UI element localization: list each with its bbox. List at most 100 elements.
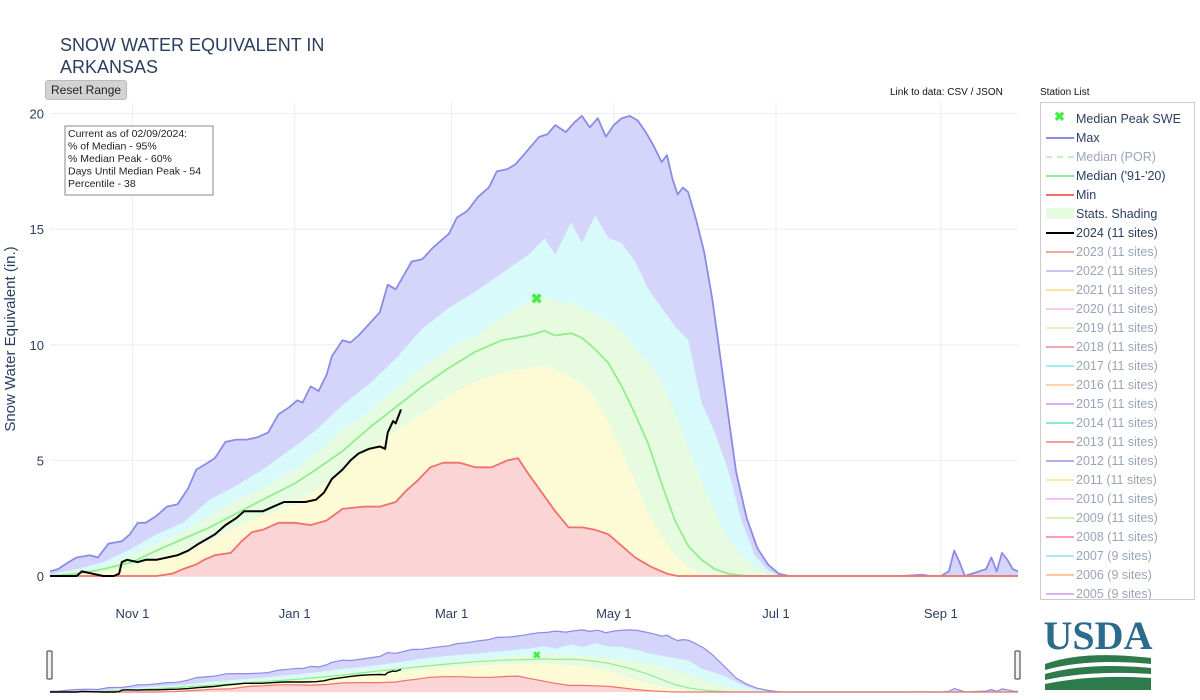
legend-label: Min [1076,187,1097,202]
legend-label: 2021 (11 sites) [1076,282,1158,297]
legend-swatch [1046,356,1076,375]
range-max-line [49,629,1019,693]
info-box-frame [64,125,214,196]
legend-item[interactable]: 2013 (11 sites) [1041,432,1194,451]
y-tick-label: 0 [37,569,44,584]
link-to-data-label: Link to data: [890,87,945,98]
legend-item[interactable]: 2016 (11 sites) [1041,375,1194,394]
range-current-line [50,668,402,693]
legend-item[interactable]: Median ('91-'20) [1041,166,1194,185]
min-line [50,457,1018,577]
info-box-line: % of Median - 95% [68,141,157,153]
legend-item[interactable]: 2005 (9 sites) [1041,584,1194,600]
y-tick-label: 5 [37,453,44,468]
legend-item[interactable]: 2022 (11 sites) [1041,261,1194,280]
y-tick-label: 10 [30,338,44,353]
legend-label: Median Peak SWE [1076,111,1181,126]
legend-label: Max [1076,130,1100,145]
legend-label: 2014 (11 sites) [1076,415,1158,430]
legend-item[interactable]: 2006 (9 sites) [1041,565,1194,584]
info-box-line: Days Until Median Peak - 54 [68,166,201,178]
legend-swatch [1046,204,1076,223]
range-min-line [50,675,1018,693]
y-axis-label: Snow Water Equivalent (in.) [2,246,19,431]
legend-item[interactable]: 2014 (11 sites) [1041,413,1194,432]
legend-label: 2009 (11 sites) [1076,510,1158,525]
legend-swatch [1046,147,1076,166]
x-tick-label: Nov 1 [115,606,149,621]
range-median-line [49,658,1018,693]
legend-item[interactable]: 2012 (11 sites) [1041,451,1194,470]
legend-label: 2005 (9 sites) [1076,586,1152,600]
legend-item[interactable]: 2019 (11 sites) [1041,318,1194,337]
legend-item[interactable]: 2024 (11 sites) [1041,223,1194,242]
x-tick-label: Mar 1 [435,606,468,621]
json-link[interactable]: JSON [976,87,1003,98]
y-tick-label: 20 [30,107,44,122]
x-tick-label: Jul 1 [762,606,789,621]
legend-swatch [1046,584,1076,599]
legend-label: 2007 (9 sites) [1076,548,1152,563]
legend-swatch [1046,394,1076,413]
usda-logo-text: USDA [1044,613,1153,658]
legend-item[interactable]: 2007 (9 sites) [1041,546,1194,565]
legend-swatch: ✖ [1054,109,1065,124]
legend-swatch [1046,546,1076,565]
csv-link[interactable]: CSV [947,87,968,98]
legend-swatch [1046,128,1076,147]
legend-item[interactable]: 2010 (11 sites) [1041,489,1194,508]
range-handle-left[interactable] [46,650,53,680]
legend-swatch [1046,527,1076,546]
legend-swatch [1046,280,1076,299]
reset-range-button[interactable]: Reset Range [45,80,128,100]
legend-item[interactable]: Min [1041,185,1194,204]
max-line [49,115,1019,577]
legend-label: 2011 (11 sites) [1076,472,1157,487]
legend-label: 2008 (11 sites) [1076,529,1158,544]
legend-label: 2015 (11 sites) [1076,396,1158,411]
legend-label: 2020 (11 sites) [1076,301,1158,316]
legend-swatch [1046,489,1076,508]
info-box: Current as of 02/09/2024:% of Median - 9… [64,125,214,196]
legend-item[interactable]: Median (POR) [1041,147,1194,166]
median-peak-marker: ✖ [531,291,543,307]
y-tick-label: 15 [30,222,44,237]
x-tick-label: May 1 [596,606,631,621]
legend-item[interactable]: 2015 (11 sites) [1041,394,1194,413]
legend-label: 2024 (11 sites) [1076,225,1158,240]
legend-label: Stats. Shading [1076,206,1158,221]
median-line [49,330,1018,577]
range-handle-right[interactable] [1014,650,1021,680]
legend-swatch [1046,242,1076,261]
info-box-line: % Median Peak - 60% [68,153,172,165]
legend-item[interactable]: ✖ Median Peak SWE [1041,109,1194,128]
min-area [50,458,1018,576]
legend-swatch [1046,375,1076,394]
legend-swatch [1046,565,1076,584]
current-year-line [50,409,402,577]
chart-title: SNOW WATER EQUIVALENT IN ARKANSAS [60,35,325,77]
legend-item[interactable]: 2018 (11 sites) [1041,337,1194,356]
link-to-data: Link to data: CSV / JSON [890,87,1003,98]
station-list-link[interactable]: Station List [1040,87,1090,98]
legend-item[interactable]: 2017 (11 sites) [1041,356,1194,375]
legend-item[interactable]: Max [1041,128,1194,147]
legend-item[interactable]: 2020 (11 sites) [1041,299,1194,318]
legend-item[interactable]: 2021 (11 sites) [1041,280,1194,299]
legend-label: 2013 (11 sites) [1076,434,1158,449]
x-tick-label: Sep 1 [924,606,958,621]
legend-label: Median ('91-'20) [1076,168,1166,183]
legend-item[interactable]: Stats. Shading [1041,204,1194,223]
legend-swatch [1046,185,1076,204]
legend-label: 2022 (11 sites) [1076,263,1158,278]
legend-label: 2010 (11 sites) [1076,491,1158,506]
legend-item[interactable]: 2023 (11 sites) [1041,242,1194,261]
legend-item[interactable]: 2008 (11 sites) [1041,527,1194,546]
legend-swatch [1046,299,1076,318]
x-tick-label: Jan 1 [279,606,311,621]
legend-item[interactable]: 2011 (11 sites) [1041,470,1194,489]
legend-label: 2019 (11 sites) [1076,320,1158,335]
legend-label: 2006 (9 sites) [1076,567,1152,582]
legend-swatch [1046,413,1076,432]
legend-item[interactable]: 2009 (11 sites) [1041,508,1194,527]
